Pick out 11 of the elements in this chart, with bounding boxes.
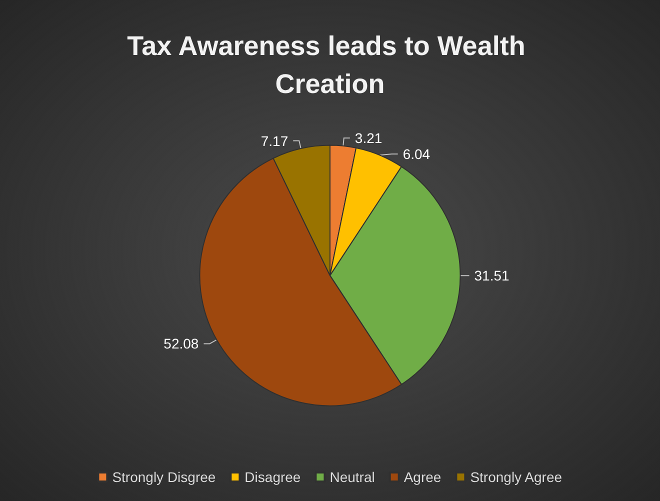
- data-label: 31.51: [474, 268, 510, 284]
- data-label: 52.08: [164, 336, 199, 352]
- data-label: 3.21: [354, 130, 382, 146]
- legend-label: Strongly Agree: [470, 469, 562, 485]
- data-label: 6.04: [402, 146, 430, 162]
- chart-title: Tax Awareness leads to Wealth Creation: [127, 31, 533, 99]
- data-label: 7.17: [260, 132, 288, 149]
- legend-label: Strongly Disgree: [112, 469, 216, 485]
- legend-label: Agree: [404, 469, 442, 485]
- legend-label: Disagree: [244, 469, 301, 485]
- legend-label: Neutral: [330, 469, 375, 485]
